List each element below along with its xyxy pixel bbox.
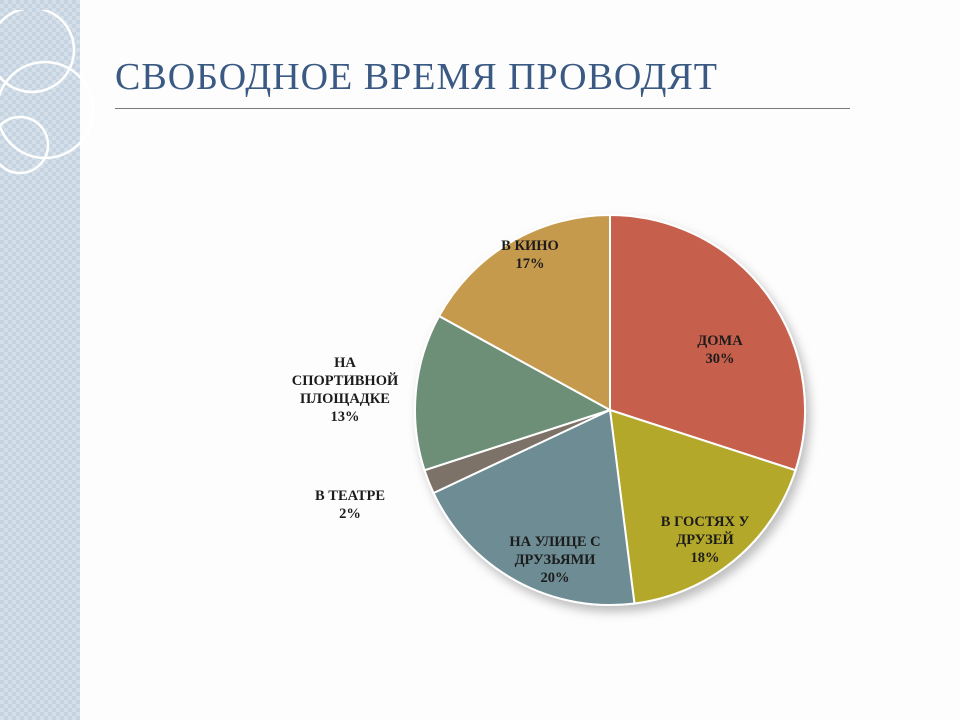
slide-title: СВОБОДНОЕ ВРЕМЯ ПРОВОДЯТ [115, 55, 718, 99]
slice-label: В ГОСТЯХ У ДРУЗЕЙ 18% [661, 513, 749, 567]
slide: СВОБОДНОЕ ВРЕМЯ ПРОВОДЯТ ДОМА 30% В ГОСТЯ… [0, 0, 960, 720]
slice-label: В КИНО 17% [501, 237, 559, 273]
title-underline [115, 108, 850, 109]
rings-decoration-icon [0, 10, 120, 230]
slice-label: НА СПОРТИВНОЙ ПЛОЩАДКЕ 13% [292, 354, 399, 427]
decorative-sidebar [0, 0, 80, 720]
pie-svg [310, 175, 910, 675]
slice-label: В ТЕАТРЕ 2% [315, 487, 385, 523]
pie-chart: ДОМА 30% В ГОСТЯХ У ДРУЗЕЙ 18% НА УЛИЦЕ С … [310, 175, 910, 675]
slice-label: ДОМА 30% [697, 332, 742, 368]
slice-label: НА УЛИЦЕ С ДРУЗЬЯМИ 20% [509, 533, 600, 587]
